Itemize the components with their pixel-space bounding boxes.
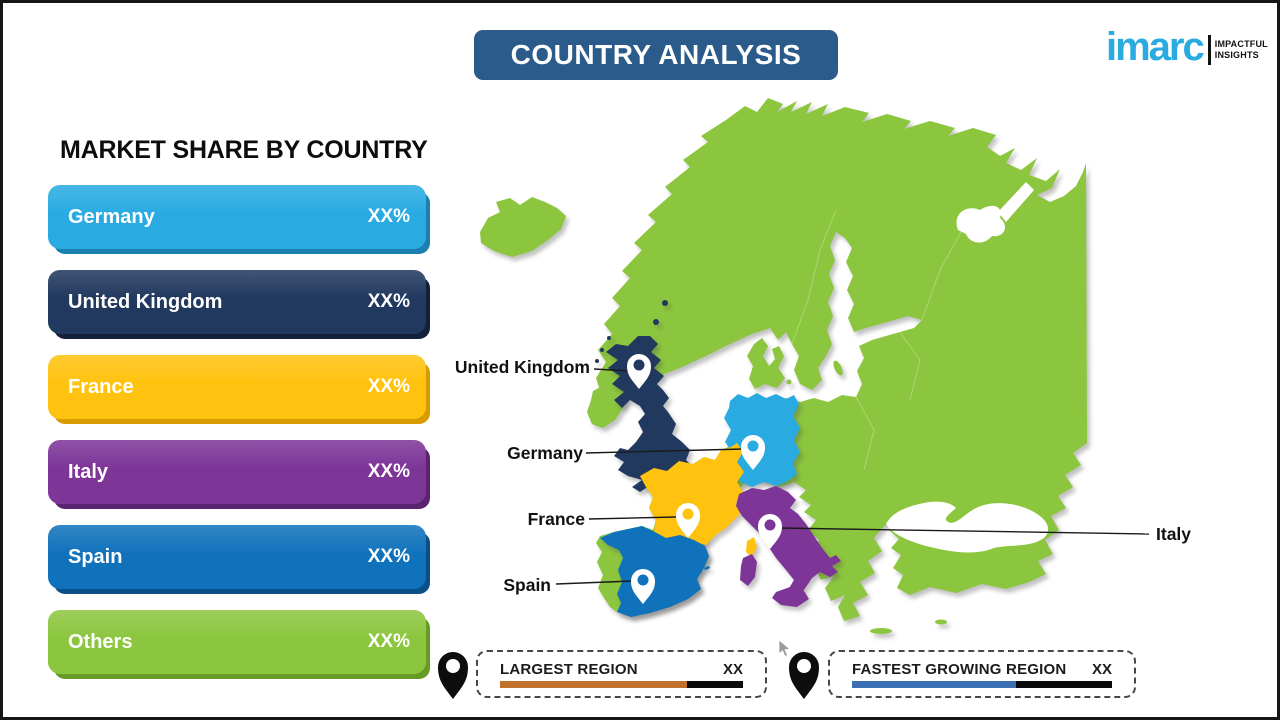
map-country-italy xyxy=(736,486,841,597)
bar-label: United Kingdom xyxy=(68,290,223,313)
title-banner: COUNTRY ANALYSIS xyxy=(474,30,838,80)
bar-value: XX% xyxy=(367,291,410,312)
map-uk-shetland xyxy=(662,300,668,306)
uk-pin-icon xyxy=(627,354,651,389)
map-label-france: France xyxy=(527,509,585,529)
bar-italy: Italy XX% xyxy=(48,440,426,504)
europe-map xyxy=(480,98,1150,634)
fastest-growing-bar xyxy=(852,680,1112,688)
largest-region-bar xyxy=(500,680,743,688)
map-uk-hebrides-1 xyxy=(607,336,611,340)
map-label-italy: Italy xyxy=(1156,524,1192,544)
map-iceland xyxy=(480,197,566,257)
bar-france: France XX% xyxy=(48,355,426,419)
map-gotland xyxy=(833,360,843,376)
largest-region-legend: LARGEST REGION XX xyxy=(476,650,767,698)
bar-label: Italy xyxy=(68,460,109,483)
map-internal-borders xyxy=(791,209,966,471)
map-balearic-1 xyxy=(692,570,702,576)
logo-tagline-line2: INSIGHTS xyxy=(1214,50,1259,60)
map-uk-hebrides-2 xyxy=(600,348,604,352)
france-pin-icon xyxy=(676,503,700,538)
logo-tagline: IMPACTFUL INSIGHTS xyxy=(1215,39,1268,61)
germany-label-line xyxy=(585,448,745,454)
fastest-growing-legend: FASTEST GROWING REGION XX xyxy=(828,650,1136,698)
bar-others: Others XX% xyxy=(48,610,426,674)
market-share-heading: MARKET SHARE BY COUNTRY xyxy=(60,136,428,164)
uk-label-line xyxy=(593,368,630,372)
page-title: COUNTRY ANALYSIS xyxy=(510,39,802,70)
bar-label: Spain xyxy=(68,545,123,568)
bar-value: XX% xyxy=(367,376,410,397)
map-sicily xyxy=(772,587,809,607)
logo-divider xyxy=(1207,35,1211,65)
map-seas xyxy=(886,182,1049,553)
map-cyprus xyxy=(935,619,947,625)
bar-value: XX% xyxy=(367,631,410,652)
market-share-list: Germany XX% United Kingdom XX% France XX… xyxy=(48,185,426,695)
map-corsica xyxy=(746,537,757,557)
map-label-spain: Spain xyxy=(503,575,551,595)
logo-brand-text: imarc xyxy=(1106,25,1205,69)
imarc-logo: imarc IMPACTFUL INSIGHTS xyxy=(1106,22,1276,72)
germany-pin-icon xyxy=(741,435,765,470)
bar-label: France xyxy=(68,375,134,398)
bar-united-kingdom: United Kingdom XX% xyxy=(48,270,426,334)
map-balearic-2 xyxy=(704,566,710,570)
map-pins xyxy=(627,354,782,604)
france-label-line xyxy=(588,516,677,520)
map-label-united-kingdom: United Kingdom xyxy=(454,357,590,377)
map-black-sea xyxy=(886,501,1049,553)
bar-value: XX% xyxy=(367,206,410,227)
italy-label-line xyxy=(778,527,1150,535)
map-sardinia xyxy=(740,554,757,586)
map-country-france xyxy=(640,443,744,545)
fastest-growing-label: FASTEST GROWING REGION xyxy=(852,660,1067,678)
map-label-lines xyxy=(555,368,1150,585)
map-label-germany: Germany xyxy=(507,443,583,463)
bar-value: XX% xyxy=(367,546,410,567)
logo-tagline-line1: IMPACTFUL xyxy=(1214,39,1268,50)
fastest-growing-value: XX xyxy=(1091,660,1112,678)
map-crete xyxy=(870,628,892,634)
map-uk-hebrides-3 xyxy=(595,359,599,363)
largest-region-pin-icon xyxy=(438,652,468,699)
bar-label: Others xyxy=(68,630,133,653)
map-white-sea-throat xyxy=(998,182,1034,222)
spain-pin-icon xyxy=(631,569,655,604)
map-uk-orkney xyxy=(653,319,659,325)
largest-region-label: LARGEST REGION xyxy=(500,660,638,678)
mouse-cursor xyxy=(778,639,791,658)
bar-label: Germany xyxy=(68,205,155,228)
fastest-growing-pin-icon xyxy=(789,652,819,699)
italy-pin-icon xyxy=(758,514,782,549)
bar-germany: Germany XX% xyxy=(48,185,426,249)
map-country-uk xyxy=(606,336,694,492)
map-denmark xyxy=(747,338,785,389)
bar-value: XX% xyxy=(367,461,410,482)
map-country-spain xyxy=(600,526,709,617)
map-ireland xyxy=(587,384,627,428)
map-white-sea xyxy=(956,205,1006,243)
largest-region-value: XX xyxy=(722,660,743,678)
spain-label-line xyxy=(555,580,634,585)
map-danish-island xyxy=(786,379,792,385)
bar-spain: Spain XX% xyxy=(48,525,426,589)
